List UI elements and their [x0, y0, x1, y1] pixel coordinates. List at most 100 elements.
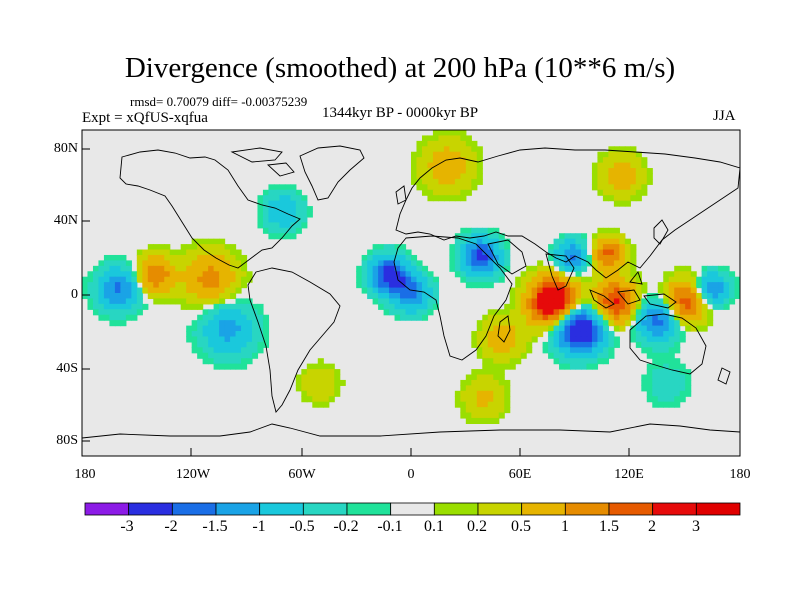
field-cell: [696, 293, 703, 300]
field-cell: [290, 195, 297, 202]
field-cell: [82, 276, 89, 283]
field-cell: [674, 325, 681, 332]
field-cell: [493, 358, 500, 365]
field-cell: [394, 309, 401, 316]
field-cell: [608, 347, 615, 354]
field-cell: [498, 369, 505, 376]
field-cell: [460, 265, 467, 272]
field-cell: [657, 287, 664, 294]
field-cell: [208, 347, 215, 354]
field-cell: [191, 341, 198, 348]
field-cell: [515, 320, 522, 327]
field-cell: [164, 276, 171, 283]
field-cell: [537, 260, 544, 267]
field-cell: [476, 325, 483, 332]
field-cell: [674, 347, 681, 354]
field-cell: [394, 314, 401, 321]
field-cell: [246, 336, 253, 343]
coastline-north-america: [119, 149, 301, 269]
field-cell: [520, 271, 527, 278]
field-cell: [652, 303, 659, 310]
field-cell: [624, 244, 631, 251]
field-cell: [411, 314, 418, 321]
field-cell: [202, 287, 209, 294]
field-cell: [208, 271, 215, 278]
field-cell: [509, 309, 516, 316]
field-cell: [641, 282, 648, 289]
field-cell: [602, 341, 609, 348]
field-cell: [109, 254, 116, 261]
field-cell: [526, 265, 533, 272]
field-cell: [323, 401, 330, 408]
field-cell: [619, 151, 626, 158]
field-cell: [427, 303, 434, 310]
field-cell: [487, 390, 494, 397]
field-cell: [438, 130, 445, 137]
field-cell: [251, 341, 259, 348]
field-cell: [635, 298, 642, 305]
field-cell: [208, 249, 215, 256]
field-cell: [273, 189, 280, 196]
field-cell: [591, 347, 599, 354]
field-cell: [570, 287, 577, 294]
field-cell: [597, 260, 604, 267]
field-cell: [186, 254, 193, 261]
field-cell: [109, 276, 116, 283]
field-cell: [443, 151, 450, 158]
field-cell: [120, 254, 127, 261]
field-cell: [602, 314, 609, 321]
y-tick-label: 80S: [56, 433, 78, 448]
field-cell: [476, 244, 483, 251]
field-cell: [624, 260, 631, 267]
field-cell: [674, 331, 681, 338]
field-cell: [613, 271, 620, 278]
field-cell: [619, 260, 626, 267]
field-cell: [542, 347, 549, 354]
field-cell: [635, 178, 642, 185]
field-cell: [586, 287, 593, 294]
field-cell: [465, 244, 472, 251]
field-cell: [635, 341, 642, 348]
field-cell: [427, 162, 434, 169]
field-cell: [559, 260, 566, 267]
field-cell: [718, 287, 725, 294]
field-cell: [438, 151, 445, 158]
field-cell: [427, 151, 434, 158]
field-cell: [471, 162, 478, 169]
field-cell: [427, 309, 434, 316]
field-cell: [608, 341, 615, 348]
field-cell: [630, 331, 637, 338]
field-cell: [515, 325, 522, 332]
field-cell: [471, 265, 478, 272]
field-cell: [465, 184, 472, 191]
field-cell: [471, 401, 478, 408]
field-cell: [635, 189, 642, 196]
field-cell: [427, 189, 434, 196]
field-cell: [213, 363, 220, 370]
field-cell: [476, 227, 483, 234]
field-cell: [432, 130, 440, 137]
field-cell: [158, 244, 165, 251]
field-cell: [520, 352, 527, 359]
field-cell: [454, 146, 461, 153]
field-cell: [449, 140, 456, 147]
field-cell: [613, 157, 620, 164]
field-cell: [449, 135, 456, 142]
field-cell: [619, 298, 626, 305]
field-cell: [186, 282, 193, 289]
field-cell: [668, 276, 675, 283]
field-cell: [685, 379, 692, 386]
field-cell: [482, 385, 489, 392]
field-cell: [624, 189, 631, 196]
field-cell: [421, 157, 429, 164]
field-cell: [509, 320, 516, 327]
field-cell: [498, 331, 505, 338]
field-cell: [608, 282, 615, 289]
field-cell: [476, 390, 483, 397]
field-cell: [657, 336, 664, 343]
field-cell: [197, 282, 204, 289]
field-cell: [564, 314, 571, 321]
field-cell: [657, 369, 664, 376]
field-cell: [142, 276, 149, 283]
field-cell: [591, 341, 599, 348]
